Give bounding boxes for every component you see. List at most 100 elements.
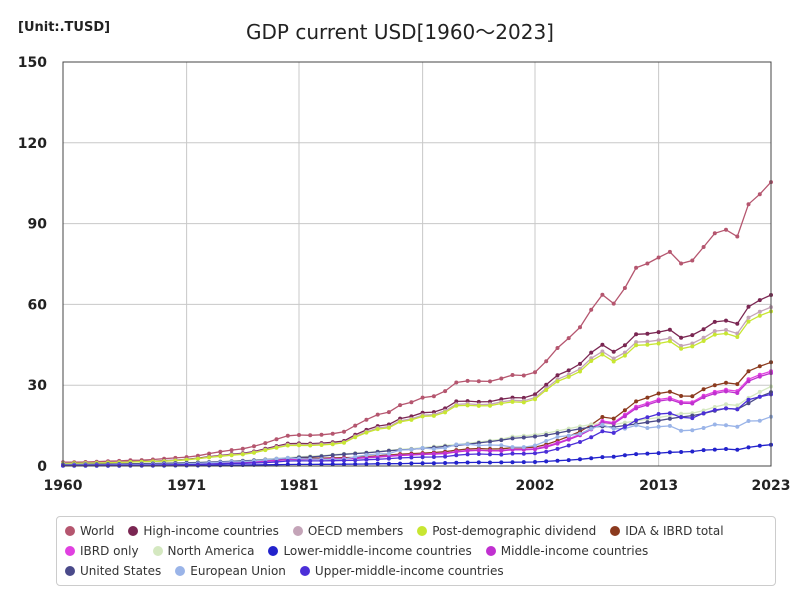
data-point: [634, 332, 639, 337]
data-point: [757, 364, 762, 369]
data-point: [409, 455, 414, 460]
legend-item[interactable]: High-income countries: [128, 521, 279, 541]
data-point: [521, 435, 526, 440]
legend-item[interactable]: Post-demographic dividend: [417, 521, 596, 541]
data-point: [342, 452, 346, 457]
data-point: [364, 430, 369, 435]
data-point: [701, 339, 706, 343]
data-point: [398, 455, 403, 460]
data-point: [578, 369, 582, 374]
data-point: [521, 373, 526, 378]
data-point: [364, 457, 369, 462]
legend-item[interactable]: Middle-income countries: [485, 541, 648, 561]
data-point: [622, 343, 627, 348]
legend-swatch: [65, 526, 75, 536]
legend-item[interactable]: IBRD only: [65, 541, 139, 561]
data-point: [274, 456, 279, 461]
data-point: [656, 255, 661, 260]
data-point: [544, 388, 549, 392]
data-point: [274, 437, 279, 442]
legend-item[interactable]: IDA & IBRD total: [610, 521, 724, 541]
data-point: [701, 426, 706, 430]
data-point: [476, 403, 481, 408]
data-point: [600, 292, 605, 297]
data-point: [386, 456, 391, 461]
data-point: [746, 379, 751, 384]
data-point: [510, 451, 515, 456]
data-point: [263, 448, 268, 453]
data-point: [735, 447, 740, 452]
data-point: [263, 460, 268, 465]
data-point: [353, 454, 358, 459]
data-point: [724, 423, 728, 428]
data-point: [319, 454, 324, 459]
legend-swatch: [268, 546, 279, 556]
data-point: [285, 433, 290, 438]
legend-swatch: [65, 566, 75, 576]
data-point: [533, 447, 537, 452]
plot-frame: [62, 61, 772, 467]
unit-label: [Unit:.TUSD]: [18, 20, 111, 35]
data-point: [420, 455, 425, 460]
data-point: [645, 339, 650, 344]
data-point: [297, 458, 301, 463]
legend-item[interactable]: European Union: [175, 561, 286, 581]
data-point: [521, 460, 526, 465]
data-point: [207, 462, 212, 467]
data-point: [454, 380, 459, 385]
data-point: [544, 433, 549, 438]
data-point: [207, 451, 212, 456]
data-point: [184, 457, 189, 462]
data-point: [656, 338, 661, 343]
data-point: [667, 416, 672, 421]
data-point: [589, 350, 594, 355]
data-point: [589, 307, 594, 312]
data-point: [488, 443, 492, 447]
data-point: [431, 447, 436, 451]
data-point: [566, 428, 571, 433]
data-point: [656, 424, 661, 429]
data-point: [510, 460, 515, 465]
data-point: [667, 249, 672, 254]
legend-swatch: [292, 526, 303, 536]
data-point: [622, 414, 627, 419]
legend-item[interactable]: United States: [65, 561, 161, 581]
data-point: [252, 450, 256, 455]
axes-layer: 0 30 60 90 120 150 1960 1971 1981 1992 2002 2013 202…: [18, 55, 791, 494]
data-point: [409, 417, 414, 422]
data-point: [578, 426, 582, 431]
data-point: [353, 462, 358, 467]
data-point: [465, 460, 470, 465]
data-point: [364, 453, 369, 457]
data-point: [701, 387, 706, 392]
data-point: [634, 340, 639, 345]
data-point: [757, 313, 762, 318]
legend-item[interactable]: World: [65, 521, 114, 541]
data-point: [634, 399, 639, 404]
data-point: [724, 402, 728, 407]
data-point: [375, 451, 380, 456]
legend-item[interactable]: North America: [152, 541, 254, 561]
legend-label: High-income countries: [143, 524, 279, 538]
legend-item[interactable]: Upper-middle-income countries: [299, 561, 504, 581]
data-point: [667, 450, 672, 455]
data-point: [656, 451, 661, 456]
data-point: [297, 433, 301, 437]
data-point: [510, 373, 515, 377]
x-tick-label: 1992: [403, 478, 442, 494]
data-point: [510, 436, 515, 441]
data-point: [566, 433, 571, 438]
legend-swatch: [128, 526, 139, 536]
data-point: [690, 344, 695, 349]
data-point: [308, 443, 313, 448]
legend-label: OECD members: [307, 524, 404, 538]
data-point: [555, 379, 560, 384]
data-point: [409, 447, 414, 452]
data-point: [533, 397, 537, 402]
data-point: [724, 447, 728, 451]
data-point: [319, 443, 324, 447]
data-point: [106, 463, 110, 468]
data-point: [252, 461, 256, 465]
legend-item[interactable]: Lower-middle-income countries: [268, 541, 472, 561]
legend-item[interactable]: OECD members: [292, 521, 404, 541]
